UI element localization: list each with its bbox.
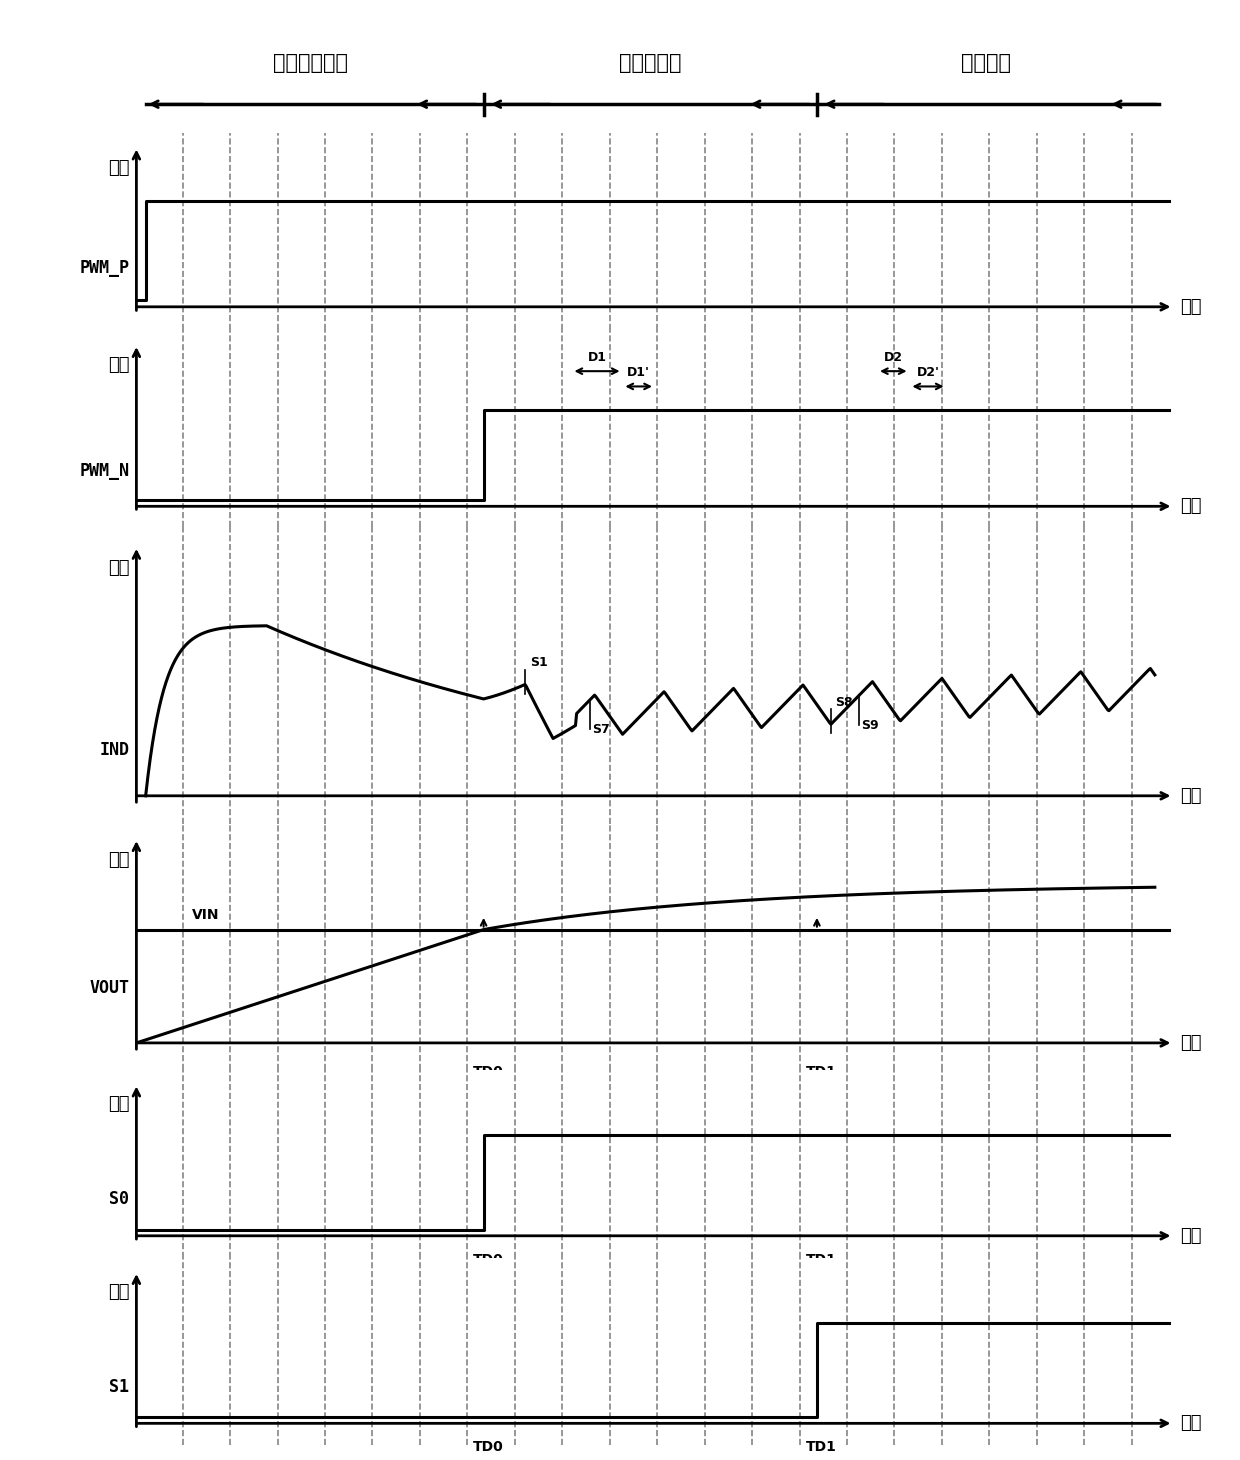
Text: TD1: TD1: [806, 1441, 837, 1454]
Text: S1: S1: [529, 656, 548, 669]
Text: 电压: 电压: [108, 356, 129, 374]
Text: 时间: 时间: [1180, 787, 1202, 804]
Text: PWM_P: PWM_P: [79, 258, 129, 277]
Text: TD0: TD0: [472, 1441, 503, 1454]
Text: D1: D1: [588, 350, 606, 364]
Text: 时间: 时间: [1180, 1415, 1202, 1432]
Text: 电压: 电压: [108, 1095, 129, 1113]
Text: 非同步模式: 非同步模式: [619, 54, 682, 73]
Text: 电流: 电流: [108, 559, 129, 577]
Text: 时间: 时间: [1180, 298, 1202, 315]
Text: 电压: 电压: [108, 159, 129, 177]
Text: D1': D1': [627, 366, 650, 380]
Text: TD0: TD0: [472, 1064, 503, 1079]
Text: IND: IND: [99, 740, 129, 759]
Text: VOUT: VOUT: [89, 980, 129, 997]
Text: D2: D2: [884, 350, 903, 364]
Text: 时间: 时间: [1180, 498, 1202, 515]
Text: 电压: 电压: [108, 851, 129, 869]
Text: 时间: 时间: [1180, 1034, 1202, 1051]
Text: TD1: TD1: [806, 1064, 837, 1079]
Text: 电压: 电压: [108, 1283, 129, 1301]
Text: TD0: TD0: [472, 1253, 503, 1267]
Text: S8: S8: [836, 695, 853, 708]
Text: 线性充电模式: 线性充电模式: [273, 54, 347, 73]
Text: TD1: TD1: [806, 1253, 837, 1267]
Text: PWM_N: PWM_N: [79, 461, 129, 480]
Text: S0: S0: [109, 1190, 129, 1207]
Text: 同步模式: 同步模式: [961, 54, 1011, 73]
Text: S9: S9: [861, 718, 878, 731]
Text: S1: S1: [109, 1378, 129, 1396]
Text: VIN: VIN: [192, 908, 219, 921]
Text: D2': D2': [916, 366, 940, 380]
Text: S7: S7: [593, 723, 610, 736]
Text: 时间: 时间: [1180, 1226, 1202, 1245]
